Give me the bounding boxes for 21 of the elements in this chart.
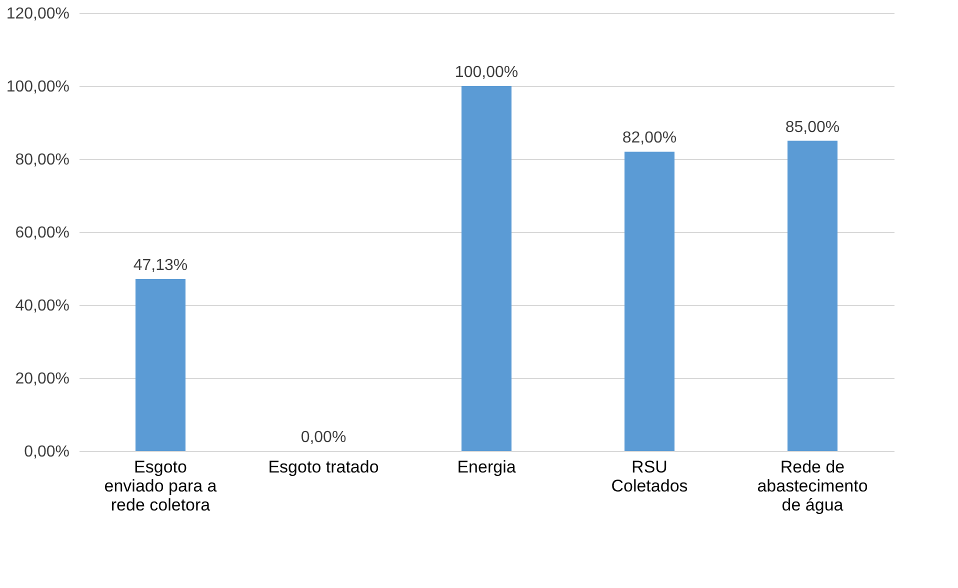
y-tick-label: 100,00%: [6, 78, 70, 96]
data-label: 82,00%: [622, 130, 677, 147]
x-tick-label: Rede de abastecimento de água: [757, 458, 868, 514]
x-tick-label: RSU Coletados: [611, 458, 688, 496]
y-tick-label: 0,00%: [24, 444, 70, 460]
x-tick-label: Esgoto tratado: [268, 458, 379, 476]
data-label: 85,00%: [785, 118, 840, 136]
bar: [462, 86, 512, 451]
data-label: 0,00%: [300, 429, 346, 446]
y-tick-label: 120,00%: [6, 6, 70, 22]
bar: [624, 152, 674, 451]
data-label: 100,00%: [454, 64, 518, 81]
bar: [788, 140, 838, 451]
data-label: 47,13%: [133, 256, 188, 274]
bar: [136, 278, 186, 451]
y-tick-label: 40,00%: [15, 298, 70, 314]
y-tick-label: 20,00%: [15, 370, 70, 388]
x-tick-label: Energia: [457, 458, 516, 476]
x-tick-label: Esgoto enviado para a rede coletora: [104, 458, 218, 514]
y-tick-label: 80,00%: [15, 152, 70, 168]
y-tick-label: 60,00%: [15, 224, 70, 242]
